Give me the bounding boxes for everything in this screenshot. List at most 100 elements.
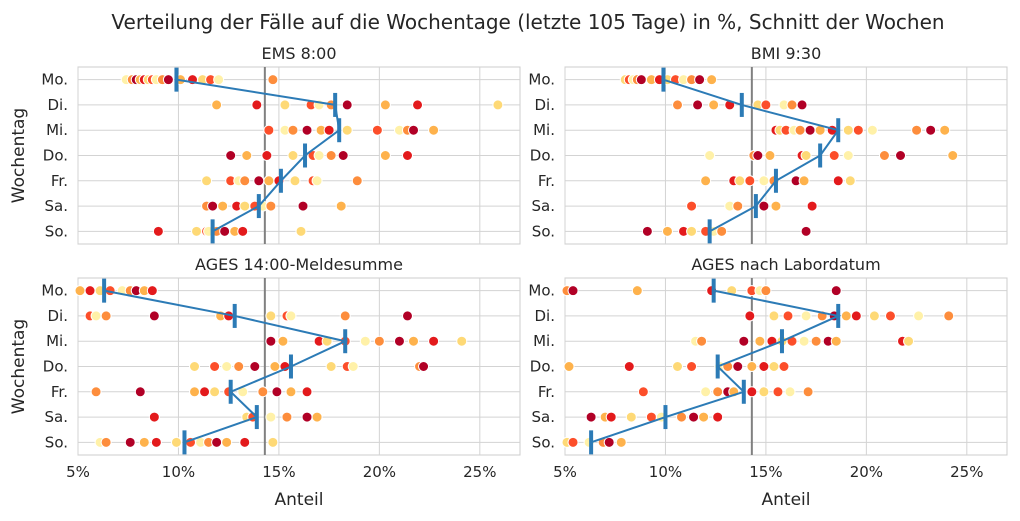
- data-point: [698, 411, 710, 423]
- data-point: [285, 386, 297, 398]
- data-point: [686, 361, 698, 372]
- data-point: [311, 175, 323, 187]
- data-point: [221, 361, 233, 372]
- data-point: [852, 124, 864, 136]
- data-point: [211, 436, 223, 448]
- data-point: [623, 361, 635, 372]
- data-point: [408, 335, 420, 347]
- y-tick-label: Fr.: [538, 172, 555, 190]
- data-point: [209, 386, 221, 398]
- data-point: [207, 200, 219, 212]
- data-point: [84, 285, 96, 297]
- data-point: [335, 200, 347, 212]
- data-point: [134, 386, 146, 398]
- data-point: [325, 361, 337, 372]
- data-point: [700, 386, 712, 398]
- data-point: [943, 310, 955, 322]
- data-point: [100, 436, 112, 448]
- x-tick-label: 15%: [262, 463, 295, 481]
- x-tick-label: 25%: [950, 463, 983, 481]
- y-tick-label: Mo.: [528, 282, 555, 300]
- y-tick-label: Do.: [43, 147, 68, 165]
- data-point: [379, 99, 391, 111]
- data-point: [148, 411, 160, 423]
- data-point: [301, 124, 313, 136]
- panel-title: EMS 8:00: [261, 44, 336, 63]
- data-point: [696, 335, 708, 347]
- data-point: [939, 124, 951, 136]
- chart-panel-1: Mo. Di. Mi. Do. Fr. Sa. So. EMS 8:00 Wochentag: [9, 44, 521, 245]
- data-point: [373, 335, 385, 347]
- data-point: [297, 200, 309, 212]
- data-point: [804, 124, 816, 136]
- data-point: [201, 175, 213, 187]
- data-point: [758, 386, 770, 398]
- data-point: [285, 310, 297, 322]
- y-tick-label: Mi.: [46, 121, 68, 139]
- data-point: [772, 386, 784, 398]
- data-point: [337, 150, 349, 161]
- data-point: [567, 285, 579, 297]
- data-point: [152, 225, 164, 237]
- data-point: [219, 225, 231, 237]
- data-point: [351, 175, 363, 187]
- data-point: [271, 386, 283, 398]
- data-point: [408, 124, 420, 136]
- data-point: [74, 285, 86, 297]
- data-point: [911, 124, 923, 136]
- y-tick-label: Sa.: [45, 408, 68, 426]
- data-point: [744, 310, 756, 322]
- data-point: [211, 99, 223, 111]
- data-point: [241, 150, 253, 161]
- data-point: [225, 150, 237, 161]
- panel-title: AGES 14:00-Meldesumme: [195, 255, 403, 274]
- y-tick-label: Di.: [48, 307, 69, 325]
- data-point: [700, 175, 712, 187]
- y-tick-label: Mi.: [533, 332, 555, 350]
- x-tick-label: 20%: [363, 463, 396, 481]
- y-tick-label: Sa.: [45, 197, 68, 215]
- y-tick-label: Do.: [43, 358, 68, 376]
- data-point: [688, 411, 700, 423]
- data-point: [138, 436, 150, 448]
- data-point: [209, 361, 221, 372]
- data-point: [708, 99, 720, 111]
- data-point: [615, 436, 627, 448]
- data-point: [585, 411, 597, 423]
- data-point: [313, 150, 325, 161]
- data-point: [832, 175, 844, 187]
- data-point: [784, 386, 796, 398]
- data-point: [412, 99, 424, 111]
- data-point: [810, 335, 822, 347]
- data-point: [625, 411, 637, 423]
- y-tick-label: So.: [532, 222, 555, 240]
- data-point: [289, 175, 301, 187]
- data-point: [162, 74, 174, 86]
- data-point: [802, 386, 814, 398]
- data-point: [806, 200, 818, 212]
- y-tick-label: Fr.: [538, 383, 555, 401]
- data-point: [347, 361, 359, 372]
- data-point: [800, 150, 812, 161]
- data-point: [760, 285, 772, 297]
- x-tick-label: 15%: [749, 463, 782, 481]
- data-point: [746, 361, 758, 372]
- data-point: [895, 150, 907, 161]
- data-point: [567, 436, 579, 448]
- data-point: [770, 200, 782, 212]
- data-point: [903, 335, 915, 347]
- data-point: [428, 335, 440, 347]
- data-point: [341, 124, 353, 136]
- panel-title: AGES nach Labordatum: [691, 255, 880, 274]
- data-point: [631, 285, 643, 297]
- data-point: [263, 124, 275, 136]
- y-tick-label: Do.: [530, 358, 555, 376]
- data-point: [301, 386, 313, 398]
- data-point: [189, 386, 201, 398]
- data-point: [191, 225, 203, 237]
- data-point: [239, 175, 251, 187]
- data-point: [359, 335, 371, 347]
- data-point: [100, 310, 112, 322]
- data-point: [798, 335, 810, 347]
- data-point: [798, 175, 810, 187]
